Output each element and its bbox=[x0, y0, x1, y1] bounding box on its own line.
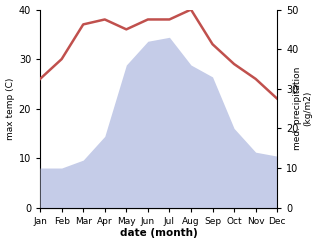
Y-axis label: med. precipitation
(kg/m2): med. precipitation (kg/m2) bbox=[293, 67, 313, 150]
Y-axis label: max temp (C): max temp (C) bbox=[5, 77, 15, 140]
X-axis label: date (month): date (month) bbox=[120, 228, 197, 238]
